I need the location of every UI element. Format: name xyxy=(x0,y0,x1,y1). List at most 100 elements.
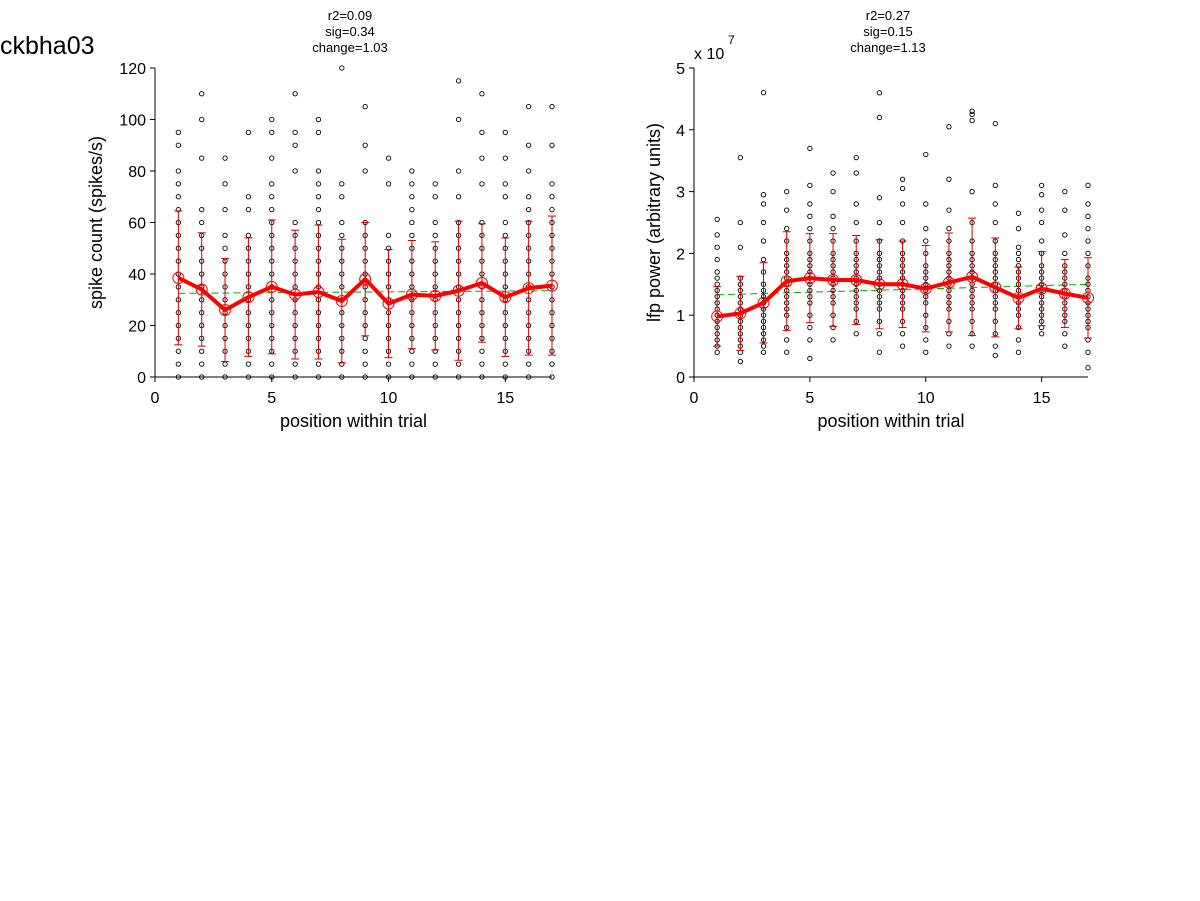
data-point xyxy=(409,168,415,174)
data-point xyxy=(432,219,438,226)
data-point xyxy=(502,194,508,200)
data-point xyxy=(784,207,790,213)
data-point xyxy=(760,90,767,96)
data-point xyxy=(292,361,298,367)
mean-marker xyxy=(850,273,863,286)
y-axis-exponent-power: 7 xyxy=(728,33,735,47)
data-point xyxy=(714,281,720,287)
data-point xyxy=(339,232,345,239)
data-point xyxy=(899,201,906,207)
data-point xyxy=(784,226,790,232)
data-point xyxy=(525,361,532,367)
data-point xyxy=(1085,213,1091,219)
data-point xyxy=(362,142,368,148)
data-point xyxy=(432,232,438,239)
chart-title-line: sig=0.34 xyxy=(325,24,375,39)
data-point xyxy=(245,194,252,200)
y-tick-label: 2 xyxy=(676,246,685,263)
mean-marker xyxy=(734,307,747,320)
data-point xyxy=(525,206,532,213)
data-point xyxy=(409,219,415,226)
data-point xyxy=(714,232,720,238)
data-point xyxy=(923,201,929,207)
data-point xyxy=(899,219,906,226)
data-point xyxy=(199,155,205,161)
data-point xyxy=(525,168,532,174)
data-point xyxy=(1015,256,1022,263)
y-tick-label: 20 xyxy=(128,319,146,336)
y-tick-label: 4 xyxy=(676,123,685,140)
mean-marker xyxy=(499,291,512,304)
data-point xyxy=(362,361,368,367)
data-point xyxy=(760,256,767,263)
data-point xyxy=(385,374,392,380)
data-point xyxy=(969,188,975,195)
mean-marker xyxy=(919,282,932,295)
data-point xyxy=(992,352,998,359)
data-point xyxy=(549,361,555,367)
mean-marker xyxy=(242,291,255,304)
data-point xyxy=(479,374,485,380)
data-point xyxy=(853,331,859,337)
data-point xyxy=(830,337,836,343)
data-point xyxy=(807,145,813,151)
data-point xyxy=(923,151,929,158)
chart-title-line: change=1.13 xyxy=(850,40,926,55)
data-point xyxy=(432,194,438,200)
data-point xyxy=(737,154,744,161)
data-point xyxy=(899,343,906,349)
data-point xyxy=(1015,244,1022,250)
data-point xyxy=(1038,238,1045,244)
mean-marker xyxy=(475,277,488,290)
data-point xyxy=(525,374,532,380)
data-point xyxy=(315,361,322,367)
data-point xyxy=(269,129,275,136)
data-point xyxy=(1085,250,1091,257)
data-point xyxy=(245,232,252,239)
data-point xyxy=(175,361,182,367)
data-point xyxy=(175,142,182,148)
data-point xyxy=(222,181,228,187)
data-point xyxy=(992,120,998,127)
data-point xyxy=(784,188,790,195)
data-point xyxy=(362,335,368,342)
data-point xyxy=(292,168,298,174)
data-point xyxy=(175,168,182,174)
data-point xyxy=(1038,219,1045,226)
data-point xyxy=(1015,210,1022,216)
data-point xyxy=(1085,238,1091,244)
trend-fit-line xyxy=(178,290,553,294)
data-point xyxy=(175,194,182,200)
data-point xyxy=(969,117,975,124)
data-point xyxy=(269,194,275,200)
data-point xyxy=(175,348,182,354)
x-tick-label: 10 xyxy=(380,390,398,407)
data-point xyxy=(315,129,322,136)
data-point xyxy=(479,181,485,187)
mean-marker xyxy=(896,278,909,291)
data-point xyxy=(784,337,790,343)
data-point xyxy=(946,343,952,349)
data-point xyxy=(385,181,392,187)
data-point xyxy=(1015,250,1022,257)
data-point xyxy=(292,91,298,97)
y-axis-label: spike count (spikes/s) xyxy=(86,136,106,309)
data-point xyxy=(269,206,275,213)
data-point xyxy=(923,226,929,232)
data-point xyxy=(1015,226,1022,232)
data-point xyxy=(455,361,462,367)
data-point xyxy=(1038,182,1045,189)
mean-marker xyxy=(942,276,955,289)
data-point xyxy=(269,374,275,380)
data-point xyxy=(292,374,298,380)
data-point xyxy=(362,374,368,380)
data-point xyxy=(830,170,836,176)
data-point xyxy=(222,155,228,161)
data-point xyxy=(502,181,508,187)
data-point xyxy=(385,232,392,239)
data-point xyxy=(992,201,998,207)
mean-marker xyxy=(1082,291,1094,304)
data-point xyxy=(714,269,720,275)
mean-marker xyxy=(1035,282,1048,295)
